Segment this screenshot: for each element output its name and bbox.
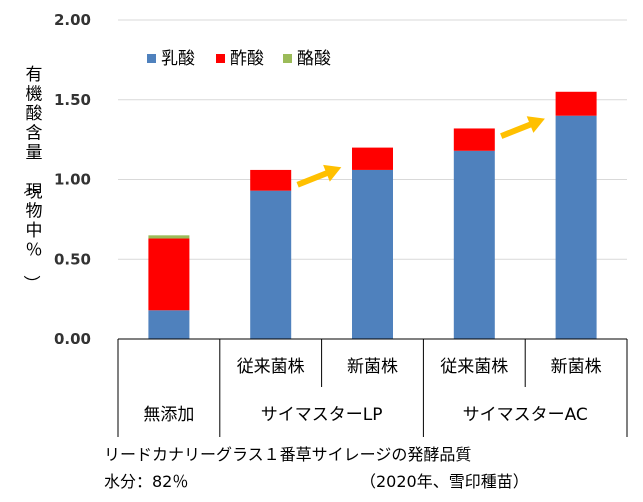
- legend-label: 酪酸: [297, 49, 331, 69]
- y-axis: 0.00 0.50 1.00 1.50 2.00: [54, 11, 91, 348]
- y-tick-label: 1.50: [54, 91, 91, 109]
- legend-swatch: [216, 54, 225, 63]
- y-tick-label: 1.00: [54, 171, 91, 189]
- category-label: 新菌株: [551, 357, 602, 377]
- trend-arrow: [296, 164, 342, 188]
- y-tick-label: 0.00: [54, 330, 91, 348]
- bar-segment: [250, 169, 292, 191]
- arrow-head: [323, 164, 342, 182]
- arrows: [296, 116, 545, 188]
- bar-segment: [352, 147, 393, 170]
- y-axis-label: 有機酸含量（現物中％）: [21, 65, 43, 292]
- group-label: サイマスターLP: [261, 405, 383, 425]
- category-label: 新菌株: [347, 357, 398, 377]
- y-tick-label: 0.50: [54, 250, 91, 268]
- legend: 乳酸 酢酸 酪酸: [147, 49, 331, 69]
- bar-segment: [148, 235, 190, 239]
- legend-label: 酢酸: [230, 49, 264, 69]
- bar-segment: [453, 150, 495, 339]
- bars: [148, 91, 597, 339]
- category-label: 従来菌株: [237, 357, 305, 377]
- bar-segment: [250, 190, 292, 339]
- legend-swatch: [147, 54, 156, 63]
- bar-segment: [352, 169, 393, 339]
- arrow-shaft: [296, 168, 333, 188]
- trend-arrow: [500, 116, 545, 139]
- legend-swatch: [283, 54, 292, 63]
- arrow-head: [526, 116, 545, 133]
- category-label: 従来菌株: [440, 357, 508, 377]
- bar-segment: [555, 91, 597, 116]
- bar-segment: [555, 115, 597, 339]
- y-tick-label: 2.00: [54, 11, 91, 29]
- footer-title: リードカナリーグラス１番草サイレージの発酵品質: [104, 445, 472, 464]
- bar-segment: [148, 238, 190, 311]
- group-label: サイマスターAC: [463, 405, 588, 425]
- arrow-shaft: [500, 119, 537, 139]
- footer-source: （2020年、雪印種苗）: [360, 472, 529, 491]
- bar-segment: [453, 128, 495, 151]
- bar-segment: [148, 310, 190, 339]
- group-label: 無添加: [143, 405, 194, 425]
- footer-moisture: 水分：82％: [104, 472, 189, 491]
- legend-label: 乳酸: [161, 49, 195, 69]
